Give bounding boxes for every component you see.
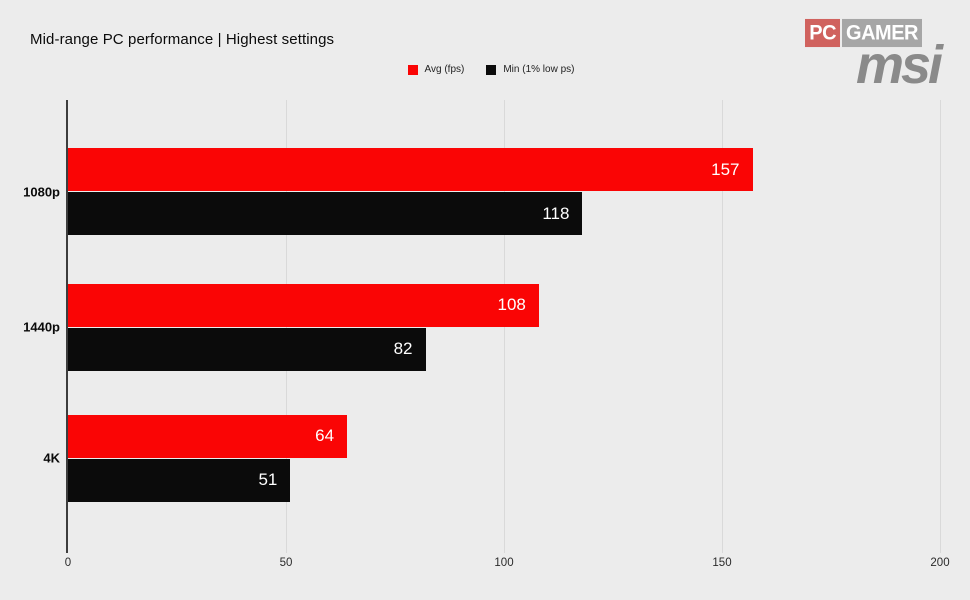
category-label-1080p: 1080p (23, 184, 60, 200)
bar-value-label: 64 (315, 426, 335, 446)
bar-1440p-avg: 108 (68, 283, 539, 327)
bar-value-label: 108 (497, 295, 526, 315)
bar-value-label: 118 (542, 203, 570, 223)
chart-legend: Avg (fps) Min (1% low ps) (0, 64, 970, 75)
legend-item-min-fps: Min (1% low ps) (486, 64, 574, 75)
bar-1080p-min: 118 (68, 192, 583, 236)
y-axis-line (66, 100, 68, 553)
bar-1080p-avg: 157 (68, 148, 753, 192)
msi-logo: msi (855, 35, 943, 95)
bar-value-label: 157 (711, 159, 740, 179)
x-tick-label-150: 150 (712, 557, 732, 569)
gridline-150 (721, 100, 723, 553)
x-tick-label-200: 200 (930, 557, 950, 569)
bar-4k-avg: 64 (68, 414, 348, 458)
bar-4k-min: 51 (68, 458, 291, 502)
legend-label-avg-fps: Avg (fps) (424, 64, 465, 75)
pcgamer-pc-badge: PC (805, 18, 841, 48)
bar-value-label: 82 (393, 339, 413, 359)
legend-swatch-avg-fps-icon (407, 64, 418, 75)
pcgamer-gamer-badge: GAMER (842, 18, 922, 48)
plot-area: 0 50 100 150 200 1080p 157 118 1440p 108 82 4K 64 51 (23, 100, 950, 569)
x-tick-label-100: 100 (494, 557, 514, 569)
x-tick-label-50: 50 (279, 557, 293, 569)
bar-1440p-min: 82 (68, 327, 426, 371)
legend-label-min-fps: Min (1% low ps) (503, 64, 575, 75)
legend-item-avg-fps: Avg (fps) (407, 64, 465, 75)
category-label-1440p: 1440p (23, 319, 60, 335)
x-tick-label-0: 0 (64, 557, 72, 569)
page-title: Mid-range PC performance | Highest setti… (30, 31, 335, 48)
gridline-200 (939, 100, 941, 553)
pcgamer-logo: PC GAMER (805, 18, 922, 48)
legend-swatch-min-fps-icon (486, 64, 497, 75)
category-label-4k: 4K (43, 450, 60, 466)
bar-value-label: 51 (258, 470, 278, 490)
